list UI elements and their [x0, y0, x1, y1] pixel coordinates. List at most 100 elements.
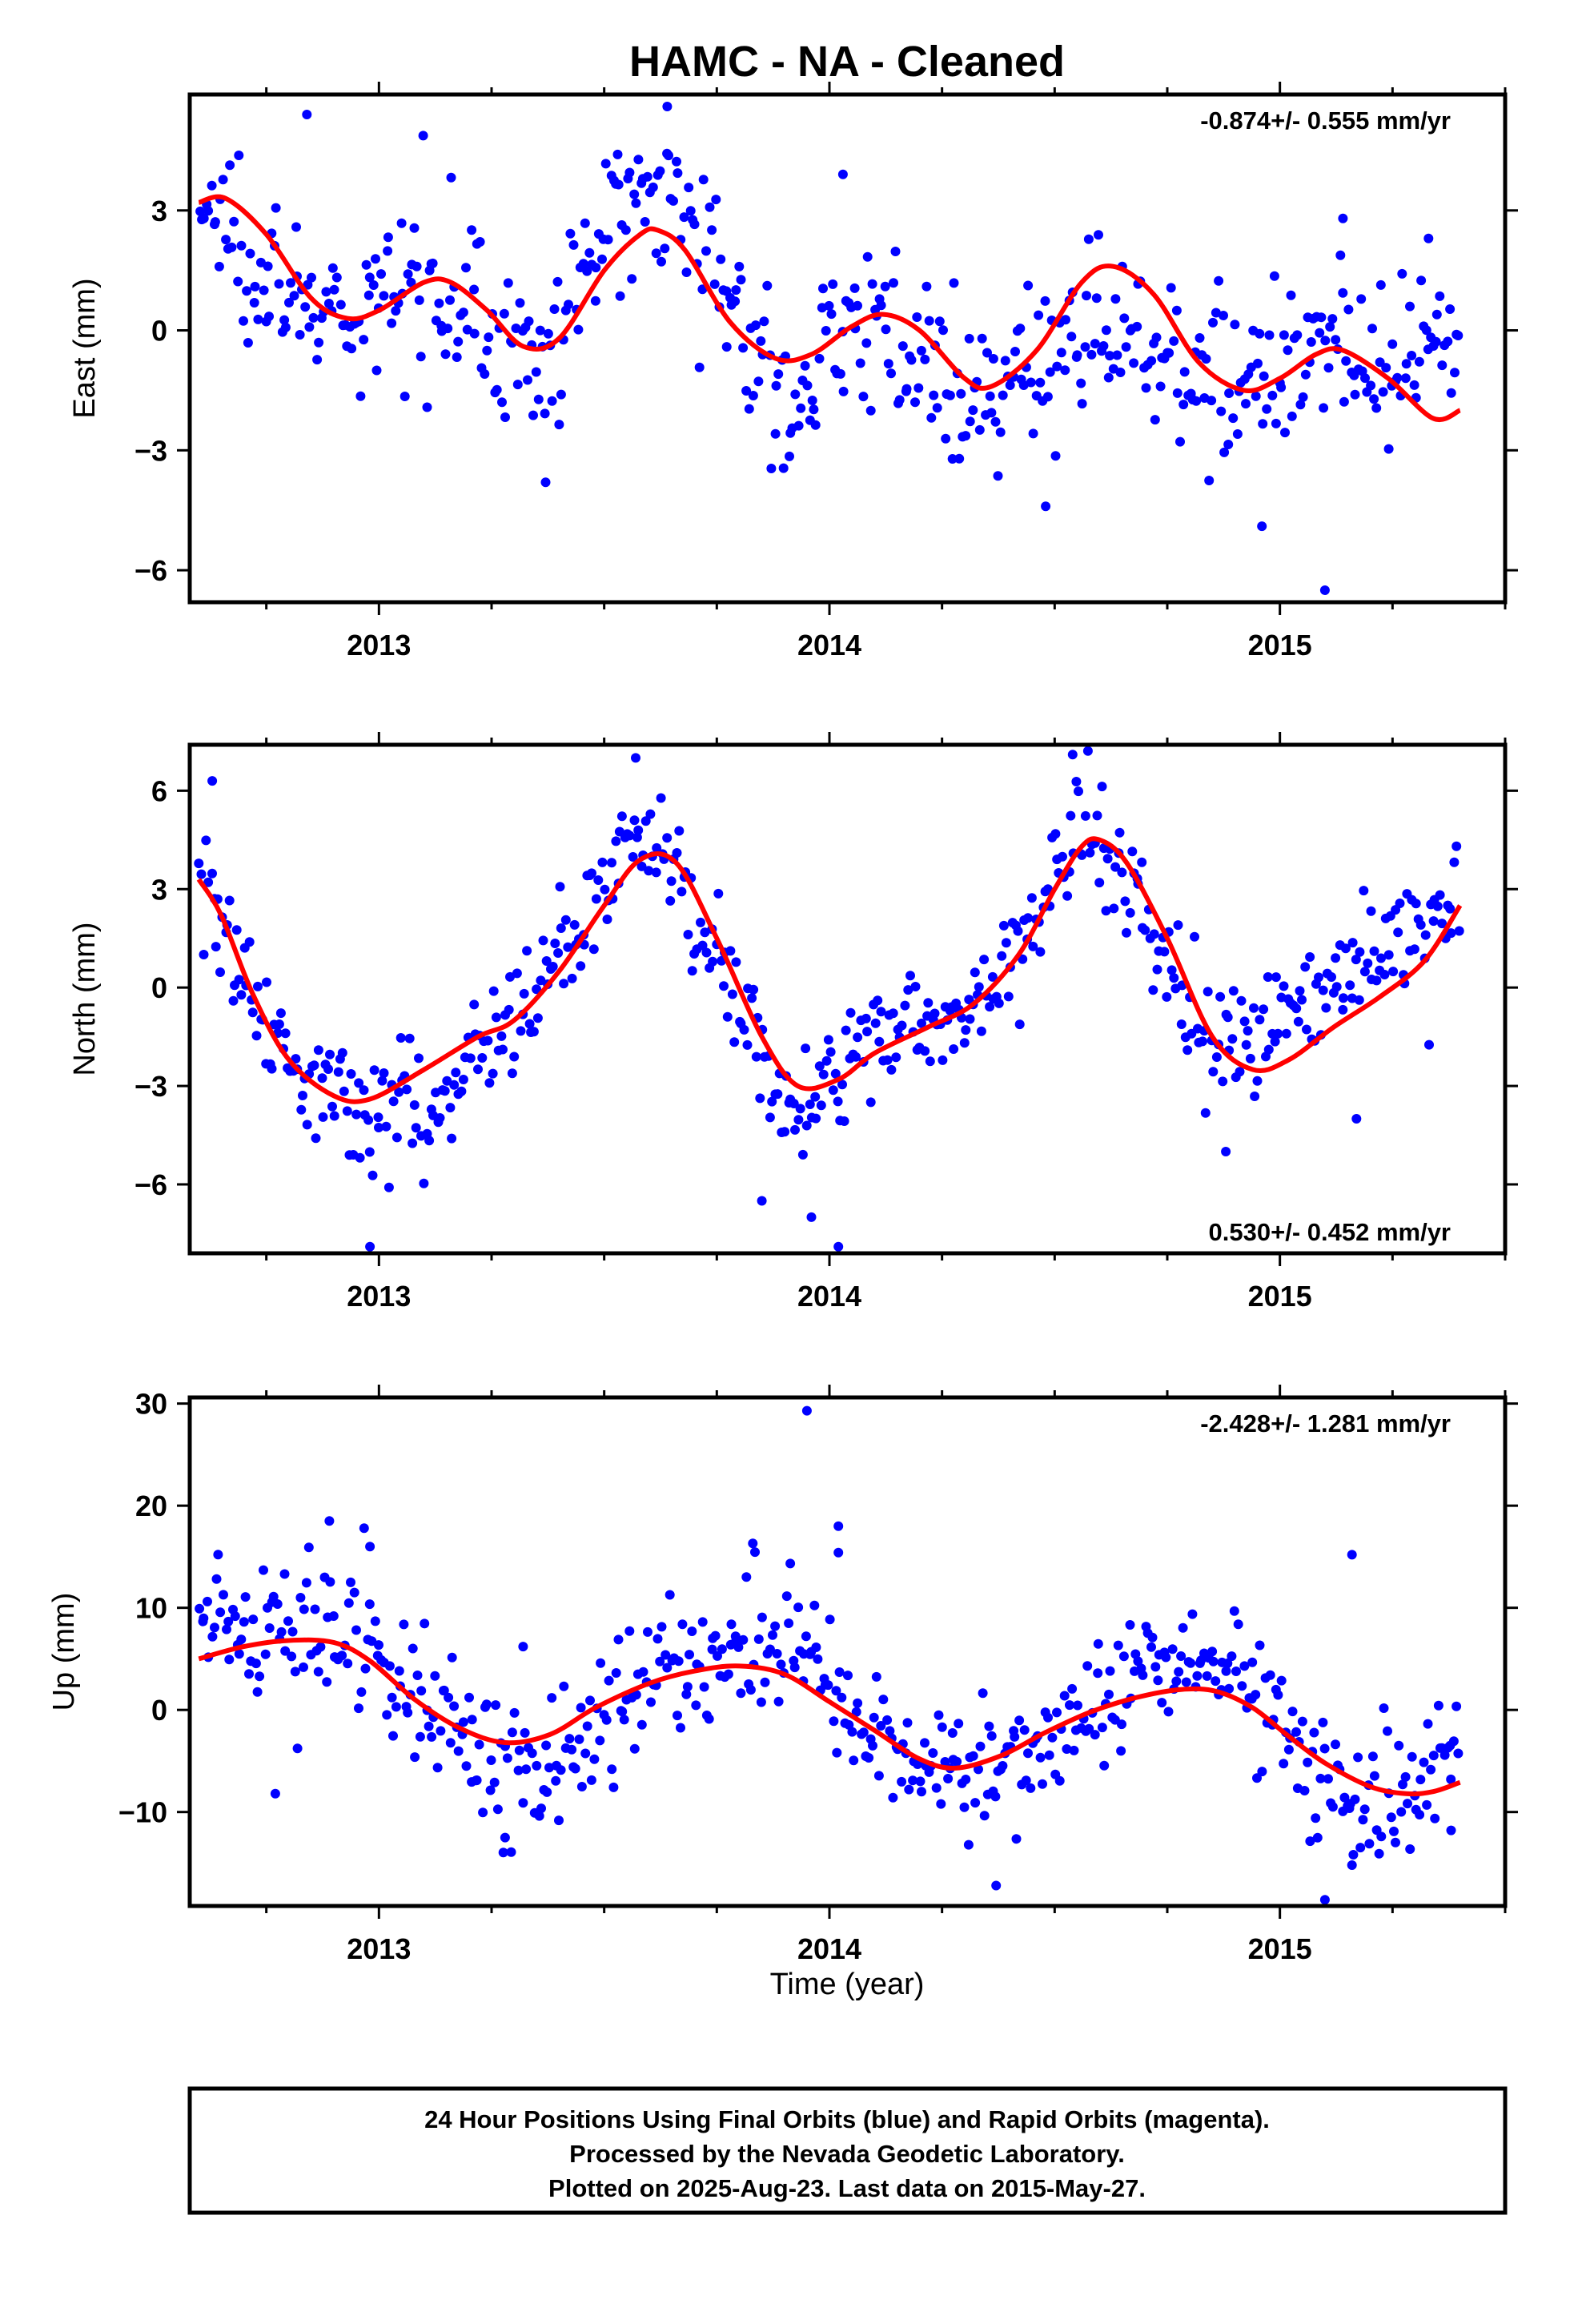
data-point: [580, 1748, 591, 1759]
data-point: [387, 1692, 397, 1703]
y-tick-label: 0: [151, 1694, 167, 1727]
data-point: [938, 325, 948, 336]
data-point: [274, 279, 284, 289]
data-point: [855, 358, 865, 368]
data-point: [291, 1054, 301, 1064]
data-point: [1348, 1850, 1359, 1860]
data-point: [624, 167, 635, 178]
outlier-point: [1221, 1147, 1231, 1156]
data-point: [897, 341, 908, 352]
data-point: [552, 276, 563, 287]
data-point: [1265, 1670, 1275, 1680]
data-point: [532, 984, 542, 995]
data-point: [532, 1013, 543, 1023]
data-point: [1374, 1848, 1384, 1859]
data-point: [486, 1755, 496, 1765]
data-point: [873, 1771, 884, 1781]
outlier-point: [806, 1212, 817, 1222]
data-point: [974, 982, 984, 992]
data-point: [567, 973, 577, 983]
data-point: [900, 1000, 910, 1011]
data-point: [322, 1677, 332, 1687]
data-point: [1318, 1717, 1328, 1727]
data-point: [917, 1787, 926, 1797]
data-point: [1047, 1732, 1058, 1743]
data-point: [461, 1761, 472, 1771]
data-point: [1082, 1661, 1093, 1671]
data-point: [959, 1038, 970, 1048]
data-point: [1066, 332, 1077, 342]
data-point: [1155, 381, 1166, 392]
data-point: [1065, 1700, 1074, 1711]
data-point: [805, 1100, 815, 1109]
data-point: [781, 1591, 792, 1602]
data-point: [1432, 901, 1443, 911]
data-point: [328, 1611, 339, 1621]
data-point: [1223, 440, 1234, 449]
data-point: [905, 971, 915, 981]
data-point: [1080, 342, 1090, 352]
data-point: [555, 882, 565, 892]
data-point: [611, 1668, 621, 1678]
data-point: [757, 1612, 767, 1622]
data-point: [835, 368, 845, 379]
data-point: [279, 1569, 290, 1579]
data-point: [274, 1019, 284, 1029]
data-point: [521, 1764, 532, 1775]
data-point: [672, 848, 682, 858]
data-point: [1345, 980, 1355, 991]
data-point: [1315, 328, 1325, 338]
data-point: [591, 894, 601, 904]
data-point: [1276, 1675, 1287, 1686]
data-point: [1178, 400, 1189, 410]
data-point: [864, 1753, 874, 1763]
data-point: [1389, 1826, 1399, 1836]
data-point: [1297, 1716, 1307, 1727]
data-point: [1258, 419, 1268, 429]
data-point: [569, 919, 580, 930]
data-point: [588, 944, 599, 955]
data-point: [773, 1696, 784, 1707]
data-point: [528, 410, 538, 420]
data-point: [346, 1069, 356, 1079]
data-point: [1166, 283, 1176, 293]
data-point: [203, 1596, 212, 1606]
data-point: [767, 1096, 777, 1107]
data-point: [829, 1716, 839, 1727]
data-point: [399, 1619, 409, 1630]
data-point: [363, 290, 374, 300]
data-point: [1359, 886, 1369, 896]
data-point: [1094, 878, 1105, 888]
data-point: [1093, 1638, 1103, 1649]
y-axis-label: Up (mm): [47, 1593, 81, 1711]
data-point: [1331, 1739, 1340, 1750]
data-point: [823, 1035, 833, 1045]
data-point: [1211, 308, 1221, 318]
data-point: [1409, 380, 1419, 390]
data-point: [1435, 890, 1445, 900]
data-point: [1305, 1836, 1315, 1847]
x-tick-label: 2013: [347, 629, 411, 661]
data-point: [1295, 986, 1305, 996]
data-point: [1428, 1751, 1439, 1761]
data-point: [1247, 1657, 1258, 1667]
data-point: [851, 1051, 861, 1062]
data-point: [1331, 982, 1342, 992]
data-point: [1250, 1092, 1260, 1101]
data-point: [469, 999, 480, 1010]
data-point: [207, 180, 217, 191]
data-point: [825, 1047, 836, 1057]
data-point: [1014, 1715, 1025, 1726]
data-point: [1061, 315, 1070, 325]
data-point: [699, 1682, 709, 1692]
data-point: [624, 1626, 635, 1636]
data-point: [1218, 1076, 1228, 1087]
data-point: [861, 338, 872, 348]
data-point: [613, 179, 624, 190]
data-point: [937, 1722, 947, 1732]
data-point: [1423, 1719, 1433, 1729]
data-point: [1010, 1731, 1020, 1742]
data-point: [869, 1712, 879, 1723]
data-point: [1300, 962, 1311, 972]
